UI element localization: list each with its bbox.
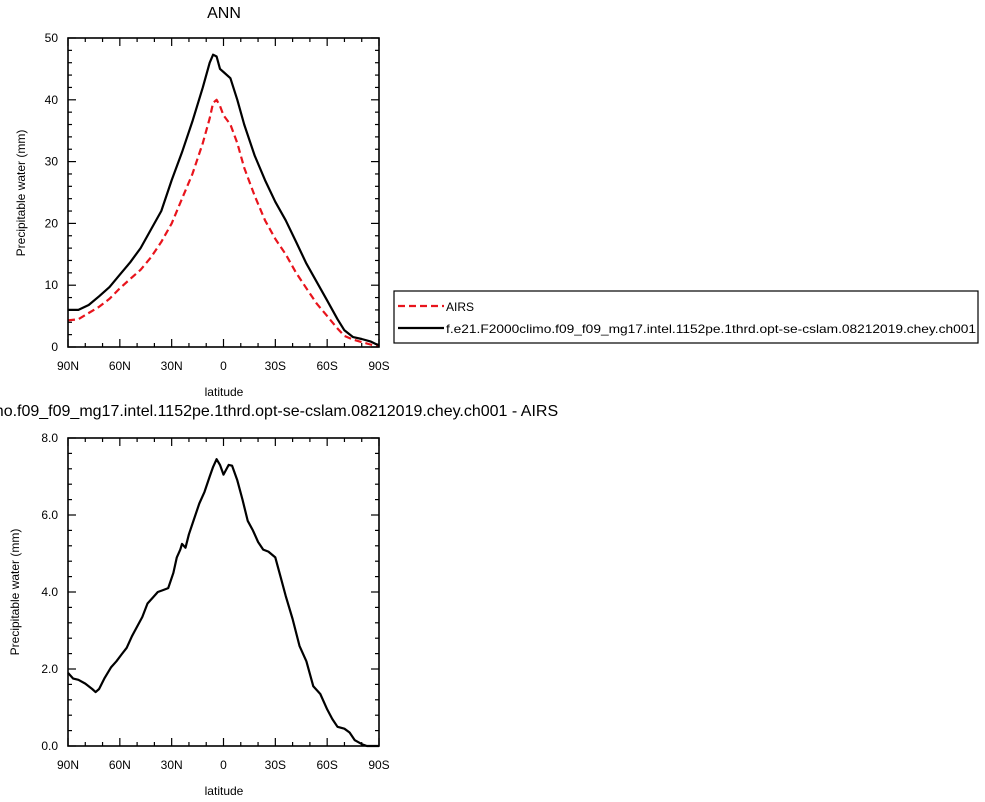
legend-label-model: f.e21.F2000climo.f09_f09_mg17.intel.1152… <box>446 322 976 336</box>
y-tick-labels: 0 10 20 30 40 50 <box>45 31 59 354</box>
x-tick-label: 60S <box>316 359 337 373</box>
plot-frame-diff <box>67 437 380 747</box>
x-tick-label: 90N <box>57 359 79 373</box>
x-tick-label: 90S <box>368 359 389 373</box>
y-tick-label: 0.0 <box>41 739 58 753</box>
x-axis-label-diff: latitude <box>205 784 244 798</box>
panel-top: ANN 90N 60N 30N 0 30S 60S 90S 0 10 20 30 40 50 lati… <box>14 5 390 399</box>
x-axis-label: latitude <box>205 385 244 399</box>
series-line-difference <box>67 458 379 748</box>
y-tick-label: 20 <box>45 216 59 230</box>
x-tick-label: 30S <box>265 758 286 772</box>
x-tick-label: 90S <box>368 758 389 772</box>
x-tick-labels: 90N 60N 30N 0 30S 60S 90S <box>57 359 390 373</box>
y-tick-label: 4.0 <box>41 585 58 599</box>
x-tick-label: 0 <box>220 359 227 373</box>
x-tick-label: 60S <box>316 758 337 772</box>
y-axis-label: Precipitable water (mm) <box>14 130 28 257</box>
series-line-model <box>68 53 380 347</box>
y-tick-label: 6.0 <box>41 508 58 522</box>
x-tick-label: 60N <box>109 758 131 772</box>
plot-frame <box>67 37 380 348</box>
legend-label-airs: AIRS <box>446 300 474 314</box>
x-tick-label: 60N <box>109 359 131 373</box>
panel-bottom: f.e21.F2000climo.f09_f09_mg17.intel.1152… <box>0 403 558 798</box>
plot-area <box>67 53 380 348</box>
x-tick-label: 30N <box>161 359 183 373</box>
x-tick-labels-diff: 90N 60N 30N 0 30S 60S 90S <box>57 758 390 772</box>
y-tick-label: 8.0 <box>41 431 58 445</box>
y-tick-label: 50 <box>45 31 59 45</box>
axis-ticks-diff <box>67 437 380 747</box>
legend-box <box>393 290 979 344</box>
axis-ticks <box>67 37 380 348</box>
legend: AIRS f.e21.F2000climo.f09_f09_mg17.intel… <box>393 290 979 344</box>
y-tick-label: 10 <box>45 278 59 292</box>
x-tick-label: 90N <box>57 758 79 772</box>
plot-area-diff <box>67 458 379 748</box>
y-tick-label: 0 <box>51 340 58 354</box>
y-axis-label-diff: Precipitable water (mm) <box>8 529 22 656</box>
y-tick-label: 40 <box>45 93 59 107</box>
series-line-airs <box>67 98 380 348</box>
y-tick-labels-diff: 0.0 2.0 4.0 6.0 8.0 <box>41 431 58 753</box>
y-tick-label: 30 <box>45 155 59 169</box>
chart-title-diff: f.e21.F2000climo.f09_f09_mg17.intel.1152… <box>0 403 558 420</box>
y-tick-label: 2.0 <box>41 662 58 676</box>
x-tick-label: 30S <box>265 359 286 373</box>
chart-title: ANN <box>207 5 241 22</box>
x-tick-label: 0 <box>220 758 227 772</box>
x-tick-label: 30N <box>161 758 183 772</box>
